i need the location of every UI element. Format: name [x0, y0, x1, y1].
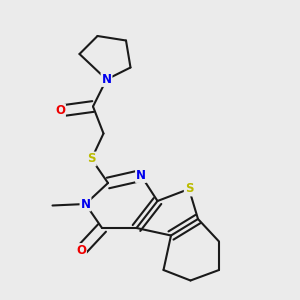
Text: N: N	[101, 73, 112, 86]
Text: S: S	[185, 182, 193, 196]
Text: N: N	[80, 197, 91, 211]
Text: O: O	[55, 104, 65, 118]
Text: O: O	[76, 244, 86, 257]
Text: S: S	[87, 152, 96, 166]
Text: N: N	[136, 169, 146, 182]
